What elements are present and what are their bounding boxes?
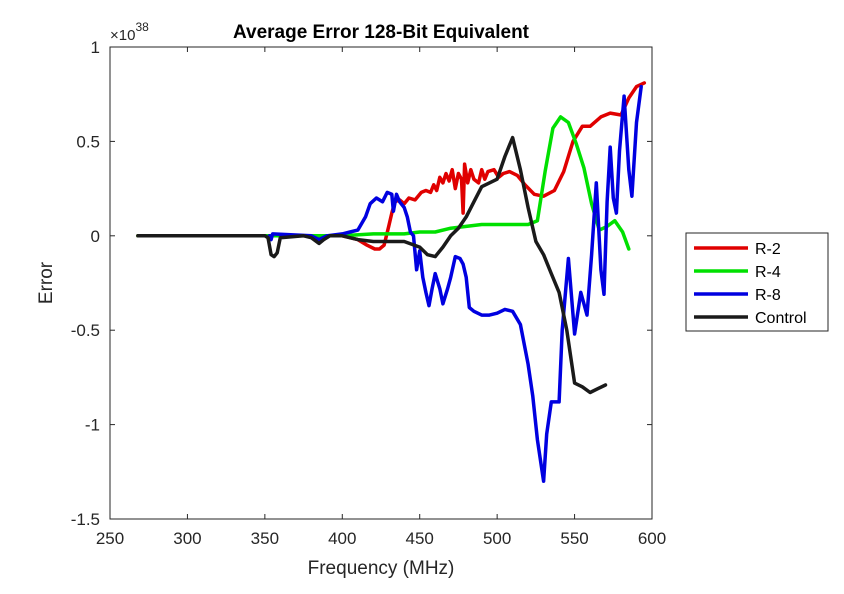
x-tick-label: 300 [173, 529, 201, 548]
y-multiplier: ×1038 [110, 20, 149, 44]
legend-entries: R-2 R-4 R-8 Control [694, 241, 807, 327]
y-tick-label: -1 [85, 416, 100, 435]
x-tick-label: 250 [96, 529, 124, 548]
legend-label: R-2 [755, 241, 781, 258]
x-tick-label: 350 [251, 529, 279, 548]
series-line-r-8 [267, 84, 643, 483]
legend: R-2 R-4 R-8 Control [685, 232, 829, 332]
y-axis-label: Error [36, 261, 57, 304]
y-multiplier-base: ×10 [110, 27, 135, 44]
y-tick-label: -0.5 [71, 321, 100, 340]
x-tick-label: 400 [328, 529, 356, 548]
legend-label: Control [755, 310, 807, 327]
y-tick-label: 1 [91, 38, 100, 57]
x-tick-label: 500 [483, 529, 511, 548]
x-axis-label: Frequency (MHz) [308, 558, 455, 579]
legend-label: R-4 [755, 264, 781, 281]
series-line-r-2 [136, 81, 647, 251]
series-line-control [136, 135, 608, 395]
chart-title: Average Error 128-Bit Equivalent [233, 22, 530, 43]
plot-frame [109, 46, 653, 520]
y-tick-label: 0.5 [76, 132, 100, 151]
x-tick-label: 550 [560, 529, 588, 548]
y-tick-label: 0 [91, 227, 100, 246]
y-axis: -1.5 -1 -0.5 0 0.5 1 [71, 38, 652, 529]
y-tick-label: -1.5 [71, 510, 100, 529]
series-layer [136, 81, 647, 483]
y-multiplier-exponent: 38 [135, 20, 149, 34]
x-axis: 250 300 350 400 450 500 550 600 [96, 47, 666, 548]
x-tick-label: 600 [638, 529, 666, 548]
plot-background [110, 47, 652, 519]
legend-label: R-8 [755, 287, 781, 304]
x-tick-label: 450 [406, 529, 434, 548]
